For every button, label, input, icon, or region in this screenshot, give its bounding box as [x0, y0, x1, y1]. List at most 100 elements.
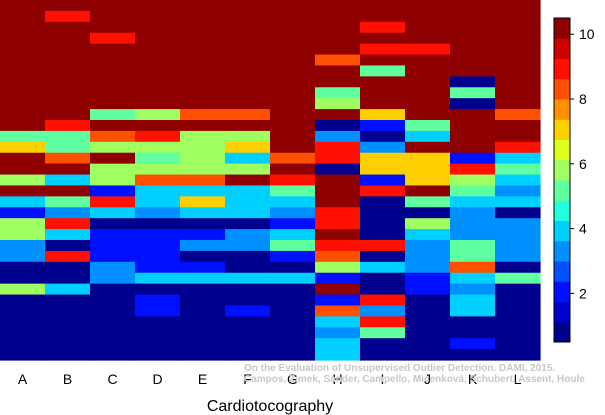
heatmap-cell — [495, 185, 541, 197]
heatmap-cell — [495, 130, 541, 143]
heatmap-cell — [90, 185, 136, 197]
heatmap-cell — [0, 32, 46, 45]
heatmap-cell — [450, 43, 496, 56]
heatmap-cell — [180, 229, 226, 241]
heatmap-cell — [360, 250, 406, 263]
heatmap-cell — [405, 65, 451, 77]
heatmap-cell — [450, 130, 496, 143]
heatmap-cell — [90, 0, 136, 12]
heatmap-cell — [315, 229, 361, 241]
heatmap-cell — [180, 349, 226, 361]
heatmap-cell — [45, 76, 91, 88]
heatmap-cell — [225, 43, 271, 56]
heatmap-cell — [315, 316, 361, 328]
heatmap-cell — [90, 65, 136, 77]
heatmap-cell — [135, 327, 181, 339]
heatmap-cell — [315, 141, 361, 154]
heatmap-cell — [45, 349, 91, 361]
x-tick-label: E — [198, 371, 207, 387]
heatmap-cell — [135, 152, 181, 165]
heatmap-cell — [315, 76, 361, 88]
heatmap-cell — [180, 250, 226, 263]
heatmap-cell — [180, 305, 226, 317]
heatmap-cell — [450, 272, 496, 285]
colorbar-tick-label: 8 — [579, 91, 587, 107]
heatmap-cell — [225, 294, 271, 307]
heatmap-cell — [0, 120, 46, 132]
x-tick-label: J — [424, 371, 431, 387]
colorbar-segment — [554, 200, 570, 221]
heatmap-cell — [405, 0, 451, 12]
heatmap-cell — [360, 305, 406, 317]
heatmap-cell — [135, 98, 181, 110]
heatmap-cell — [225, 327, 271, 339]
heatmap-cell — [405, 196, 451, 208]
heatmap-cell — [315, 338, 361, 350]
heatmap-cell — [405, 163, 451, 176]
heatmap-cell — [360, 130, 406, 143]
heatmap-cell — [0, 10, 46, 23]
x-tick-label: K — [468, 371, 478, 387]
heatmap-cell — [135, 120, 181, 132]
heatmap-cell — [405, 283, 451, 296]
colorbar-segment — [554, 78, 570, 100]
heatmap-cell — [90, 141, 136, 154]
heatmap-cell — [270, 294, 316, 307]
heatmap-cell — [180, 294, 226, 307]
heatmap-cell — [180, 43, 226, 56]
heatmap-cell — [405, 43, 451, 56]
heatmap-cell — [180, 0, 226, 12]
heatmap-cell — [315, 120, 361, 132]
heatmap-cell — [450, 10, 496, 23]
heatmap-cell — [270, 305, 316, 317]
heatmap-cell — [450, 65, 496, 77]
heatmap-cell — [135, 229, 181, 241]
heatmap-cell — [270, 196, 316, 208]
heatmap-cell — [360, 10, 406, 23]
heatmap-cell — [180, 174, 226, 187]
heatmap-cell — [90, 163, 136, 176]
heatmap-cell — [0, 250, 46, 263]
heatmap-cell — [360, 316, 406, 328]
heatmap-cell — [135, 163, 181, 176]
heatmap-cell — [315, 130, 361, 143]
heatmap-cell — [405, 229, 451, 241]
heatmap-cell — [495, 109, 541, 121]
heatmap-cell — [405, 185, 451, 197]
heatmap-cell — [0, 109, 46, 121]
heatmap-cell — [450, 229, 496, 241]
heatmap-cell — [405, 338, 451, 350]
heatmap-cell — [180, 283, 226, 296]
heatmap-cell — [450, 196, 496, 208]
heatmap-cell — [405, 76, 451, 88]
heatmap-cell — [360, 21, 406, 34]
heatmap-cell — [405, 54, 451, 67]
heatmap-cell — [405, 32, 451, 45]
heatmap-cell — [495, 349, 541, 361]
heatmap-cell — [90, 250, 136, 263]
heatmap-cell — [360, 185, 406, 197]
heatmap-cell — [360, 120, 406, 132]
heatmap-cell — [225, 218, 271, 230]
heatmap-cell — [315, 163, 361, 176]
heatmap-cell — [0, 327, 46, 339]
heatmap-cell — [45, 240, 91, 252]
heatmap-cell — [225, 229, 271, 241]
heatmap-cell — [405, 109, 451, 121]
heatmap-cell — [135, 0, 181, 12]
heatmap-cell — [45, 250, 91, 263]
heatmap-cell — [270, 0, 316, 12]
heatmap-cell — [135, 130, 181, 143]
heatmap-cell — [315, 152, 361, 165]
heatmap-cell — [225, 76, 271, 88]
heatmap-cell — [135, 185, 181, 197]
heatmap-cell — [225, 98, 271, 110]
colorbar-segment — [554, 99, 570, 120]
heatmap-cell — [495, 98, 541, 110]
heatmap-cell — [180, 87, 226, 99]
heatmap-cell — [0, 98, 46, 110]
heatmap-cell — [0, 130, 46, 143]
heatmap-cell — [360, 349, 406, 361]
colorbar-segment — [554, 240, 570, 262]
